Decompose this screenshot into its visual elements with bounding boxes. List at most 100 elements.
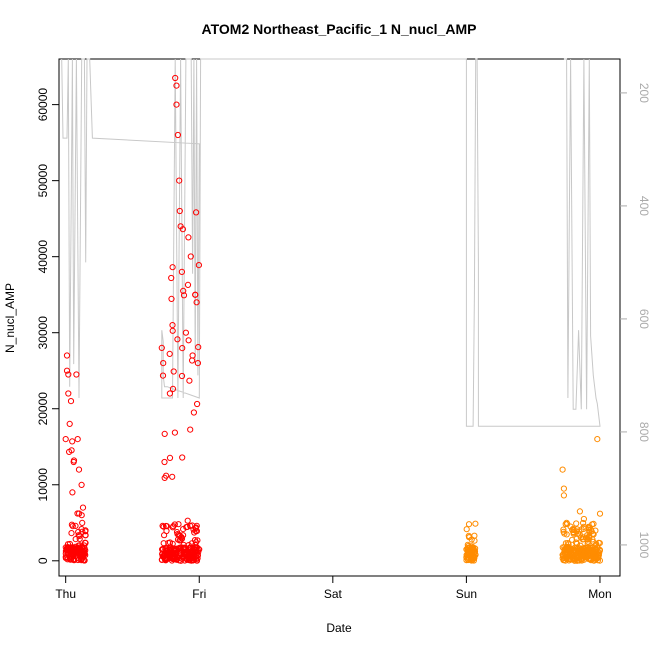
altitude-layer xyxy=(61,58,601,427)
data-point xyxy=(169,554,176,561)
data-point xyxy=(165,555,172,562)
data-point xyxy=(174,131,181,139)
data-point xyxy=(172,555,179,563)
x-tick-label: Mon xyxy=(588,587,611,601)
data-point xyxy=(76,532,83,540)
data-point xyxy=(75,532,82,539)
data-point xyxy=(596,557,604,564)
data-point xyxy=(577,542,584,549)
data-point xyxy=(572,544,579,551)
data-point xyxy=(171,429,178,436)
data-point xyxy=(465,521,473,528)
data-point xyxy=(178,544,185,551)
x-tick-label: Thu xyxy=(55,587,76,601)
data-point xyxy=(69,438,76,445)
data-point xyxy=(70,458,77,466)
y-tick-label: 10000 xyxy=(36,468,50,502)
data-point xyxy=(561,549,568,556)
data-point xyxy=(166,454,174,461)
data-point xyxy=(580,519,587,527)
data-point xyxy=(62,555,70,562)
data-point xyxy=(471,532,478,539)
data-point xyxy=(79,528,86,535)
data-point xyxy=(166,350,173,357)
data-point xyxy=(82,532,89,539)
data-point xyxy=(193,299,200,306)
data-point xyxy=(189,357,196,364)
data-point xyxy=(158,344,165,351)
data-point xyxy=(584,540,591,547)
data-point xyxy=(592,527,599,534)
data-point xyxy=(76,535,83,543)
x-axis: Thu Fri Sat Sun Mon xyxy=(55,576,612,601)
data-point xyxy=(193,209,200,216)
data-point xyxy=(69,489,76,496)
x-axis-label: Date xyxy=(326,621,352,635)
data-point xyxy=(167,549,174,556)
y-tick-label: 60000 xyxy=(36,88,50,122)
data-point xyxy=(161,430,168,437)
data-point xyxy=(169,322,176,329)
data-point xyxy=(78,512,85,519)
data-point xyxy=(185,337,192,344)
data-point xyxy=(189,522,196,529)
data-point xyxy=(68,521,76,528)
data-point xyxy=(559,466,566,473)
data-point xyxy=(578,526,585,533)
data-point xyxy=(184,281,192,288)
data-point xyxy=(194,360,201,367)
data-point xyxy=(71,557,78,564)
data-point xyxy=(67,398,75,405)
y-right-tick-label: 600 xyxy=(637,309,650,329)
data-point xyxy=(587,550,595,558)
data-point xyxy=(560,528,567,536)
data-point xyxy=(580,515,588,523)
data-point xyxy=(172,74,179,82)
data-point xyxy=(161,474,168,481)
data-point xyxy=(168,274,175,282)
data-point xyxy=(178,534,185,541)
data-point xyxy=(178,268,185,275)
data-point xyxy=(463,526,470,533)
data-point xyxy=(158,556,166,563)
data-point xyxy=(576,508,584,515)
data-point xyxy=(79,504,87,511)
data-point xyxy=(159,522,166,530)
data-point xyxy=(75,545,83,552)
data-point xyxy=(168,295,175,302)
data-point xyxy=(173,82,180,89)
data-point xyxy=(68,447,75,454)
data-point xyxy=(464,545,471,552)
data-point xyxy=(82,539,89,546)
data-point xyxy=(159,372,167,379)
data-point xyxy=(68,551,76,559)
data-point xyxy=(574,551,581,559)
data-point xyxy=(68,530,75,537)
x-tick-label: Fri xyxy=(192,587,206,601)
data-point xyxy=(192,291,199,298)
data-point xyxy=(69,523,76,530)
x-tick-label: Sat xyxy=(324,587,343,601)
data-point xyxy=(160,360,167,367)
data-point xyxy=(180,292,188,299)
data-point xyxy=(82,528,89,535)
data-point xyxy=(72,522,79,530)
data-point xyxy=(169,264,176,271)
data-point xyxy=(184,517,191,524)
data-point xyxy=(176,207,183,215)
data-point xyxy=(472,520,479,527)
y-right-axis: 200 400 600 800 1000 xyxy=(620,83,650,559)
data-point xyxy=(586,525,593,532)
data-point xyxy=(566,552,573,559)
data-point xyxy=(176,177,183,184)
data-point xyxy=(66,420,73,427)
data-point xyxy=(596,549,603,556)
altitude-line xyxy=(61,58,601,427)
chart-title: ATOM2 Northeast_Pacific_1 N_nucl_AMP xyxy=(202,21,477,37)
data-point xyxy=(177,223,184,230)
data-point xyxy=(76,542,83,549)
data-point xyxy=(563,519,570,526)
data-point xyxy=(65,390,72,397)
data-point xyxy=(180,287,187,294)
